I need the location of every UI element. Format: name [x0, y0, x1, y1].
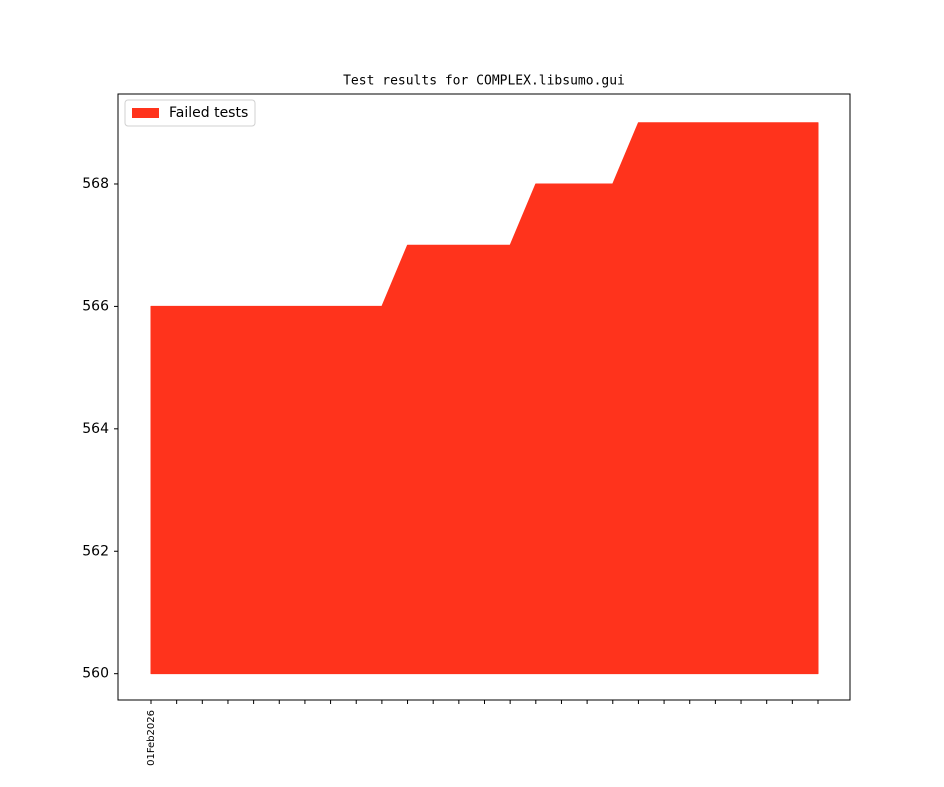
- y-tick-label: 566: [82, 298, 109, 314]
- y-tick-label: 562: [82, 543, 109, 559]
- x-tick-label: 01Feb2026: [146, 710, 157, 766]
- y-tick-label: 564: [82, 421, 109, 437]
- legend-label: Failed tests: [169, 105, 248, 121]
- area: [150, 122, 819, 675]
- y-tick-label: 560: [82, 666, 109, 682]
- y-tick-label: 568: [82, 176, 109, 192]
- legend-frame: [124, 99, 256, 127]
- chart-title: Test results for COMPLEX.libsumo.gui: [343, 74, 625, 89]
- legend-swatch: [132, 108, 159, 118]
